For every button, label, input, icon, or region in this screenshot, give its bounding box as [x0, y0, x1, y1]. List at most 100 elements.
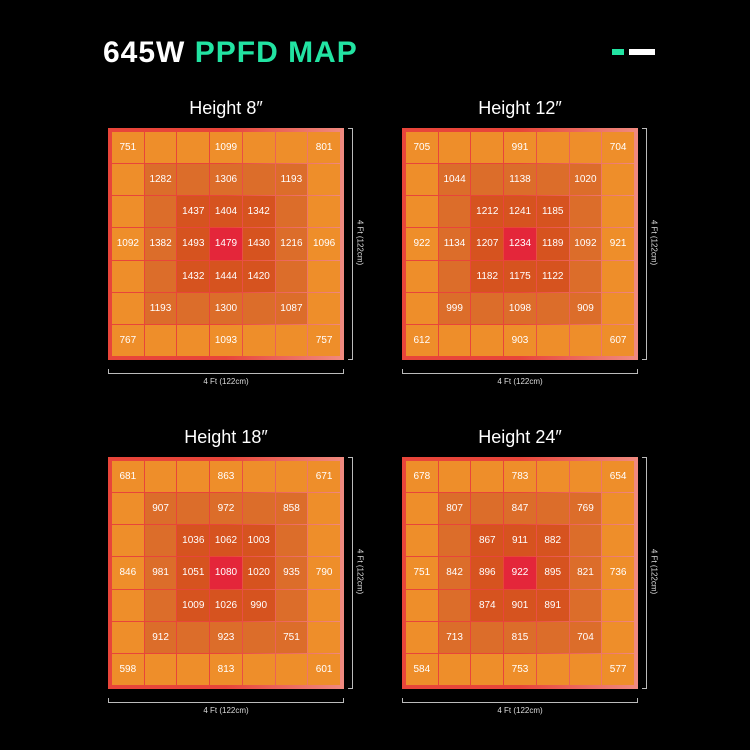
- ppfd-cell: 1020: [569, 164, 602, 196]
- ppfd-cell: [438, 589, 471, 621]
- ppfd-cell: [602, 260, 634, 292]
- ppfd-cell: 753: [504, 653, 536, 685]
- width-label: 4 Ft (122cm): [203, 706, 249, 715]
- ppfd-cell: [602, 621, 634, 653]
- ppfd-cell: [242, 132, 275, 164]
- ppfd-cell: 922: [504, 557, 536, 589]
- ppfd-cell: [308, 196, 340, 228]
- ppfd-cell: [438, 324, 471, 356]
- ppfd-cell: 790: [308, 557, 340, 589]
- ppfd-cell: [275, 324, 308, 356]
- ppfd-cell: [406, 589, 438, 621]
- ppfd-cell: [275, 461, 308, 493]
- ppfd-cell: [275, 132, 308, 164]
- ppfd-cell: 1096: [308, 228, 340, 260]
- ppfd-cell: 751: [406, 557, 438, 589]
- ppfd-cell: 1062: [210, 525, 242, 557]
- ppfd-cell: 1182: [471, 260, 504, 292]
- ppfd-cell: [242, 653, 275, 685]
- ppfd-cell: 783: [504, 461, 536, 493]
- ppfd-cell: 1241: [504, 196, 536, 228]
- ppfd-cell: [275, 260, 308, 292]
- ppfd-cell: [406, 260, 438, 292]
- ppfd-cell: 901: [504, 589, 536, 621]
- ppfd-cell: 981: [144, 557, 177, 589]
- ppfd-cell: 1404: [210, 196, 242, 228]
- ppfd-cell: [242, 164, 275, 196]
- ppfd-cell: 1087: [275, 292, 308, 324]
- ppfd-cell: [242, 324, 275, 356]
- ppfd-cell: [177, 493, 210, 525]
- ppfd-cell: [438, 653, 471, 685]
- ppfd-cell: [112, 493, 144, 525]
- ppfd-panel: Height 8″ 751 1099 801 1282 1306 1193 1437 1404…: [108, 98, 368, 398]
- ppfd-cell: [569, 324, 602, 356]
- ppfd-cell: 598: [112, 653, 144, 685]
- ppfd-cell: 874: [471, 589, 504, 621]
- ppfd-panel: Height 12″ 705 991 704 1044 1138 1020 1212 1241…: [402, 98, 662, 398]
- ppfd-cell: [406, 196, 438, 228]
- ppfd-cell: [438, 132, 471, 164]
- ppfd-cell: [112, 525, 144, 557]
- ppfd-cell: [242, 292, 275, 324]
- ppfd-cell: 1189: [536, 228, 569, 260]
- ppfd-panel: Height 24″ 678 783 654 807 847 769 867 911 882 75…: [402, 427, 662, 727]
- ppfd-cell: [438, 525, 471, 557]
- ppfd-cell: 922: [406, 228, 438, 260]
- ppfd-cell: 1051: [177, 557, 210, 589]
- ppfd-cell: 1432: [177, 260, 210, 292]
- ppfd-cell: 867: [471, 525, 504, 557]
- ppfd-cell: [438, 260, 471, 292]
- page-title: 645W PPFD MAP: [103, 36, 358, 70]
- ppfd-cell: [308, 164, 340, 196]
- dash-green: [612, 49, 624, 55]
- ppfd-cell: [308, 621, 340, 653]
- ppfd-cell: [242, 461, 275, 493]
- ppfd-cell: 911: [504, 525, 536, 557]
- ppfd-cell: 821: [569, 557, 602, 589]
- ppfd-cell: 1306: [210, 164, 242, 196]
- ppfd-cell: [112, 260, 144, 292]
- width-dimension-line: [108, 698, 344, 703]
- ppfd-cell: 923: [210, 621, 242, 653]
- ppfd-cell: [536, 493, 569, 525]
- ppfd-cell: 654: [602, 461, 634, 493]
- ppfd-cell: [602, 292, 634, 324]
- ppfd-cell: 815: [504, 621, 536, 653]
- ppfd-cell: 704: [602, 132, 634, 164]
- ppfd-cell: [112, 196, 144, 228]
- ppfd-cell: 813: [210, 653, 242, 685]
- ppfd-cell: [406, 493, 438, 525]
- ppfd-cell: [438, 196, 471, 228]
- ppfd-cell: [406, 164, 438, 196]
- ppfd-cell: [177, 132, 210, 164]
- ppfd-cell: 801: [308, 132, 340, 164]
- ppfd-cell: 1009: [177, 589, 210, 621]
- ppfd-cell: 1122: [536, 260, 569, 292]
- ppfd-grid: 751 1099 801 1282 1306 1193 1437 1404 1342 1092 13…: [108, 128, 344, 360]
- ppfd-cell: 1193: [275, 164, 308, 196]
- ppfd-cell: 999: [438, 292, 471, 324]
- ppfd-cell: [569, 589, 602, 621]
- depth-label: 4 Ft (122cm): [355, 219, 365, 266]
- ppfd-grid: 681 863 671 907 972 858 1036 1062 1003 846 981 1051…: [108, 457, 344, 689]
- ppfd-cell: [308, 260, 340, 292]
- ppfd-cell: 1212: [471, 196, 504, 228]
- ppfd-cell: [275, 589, 308, 621]
- ppfd-cell: [177, 621, 210, 653]
- ppfd-cell: [275, 653, 308, 685]
- ppfd-cell: 671: [308, 461, 340, 493]
- ppfd-cell: 935: [275, 557, 308, 589]
- ppfd-cell: [569, 132, 602, 164]
- ppfd-cell: 1479: [210, 228, 242, 260]
- ppfd-panel: Height 18″ 681 863 671 907 972 858 1036 1062 100…: [108, 427, 368, 727]
- ppfd-cell: 909: [569, 292, 602, 324]
- ppfd-cell: 1175: [504, 260, 536, 292]
- ppfd-cell: [536, 324, 569, 356]
- depth-dimension-line: [642, 128, 647, 360]
- title-ppfd-map: PPFD MAP: [194, 36, 358, 69]
- ppfd-cell: [308, 525, 340, 557]
- ppfd-cell: [144, 525, 177, 557]
- ppfd-cell: [112, 292, 144, 324]
- ppfd-cell: 1134: [438, 228, 471, 260]
